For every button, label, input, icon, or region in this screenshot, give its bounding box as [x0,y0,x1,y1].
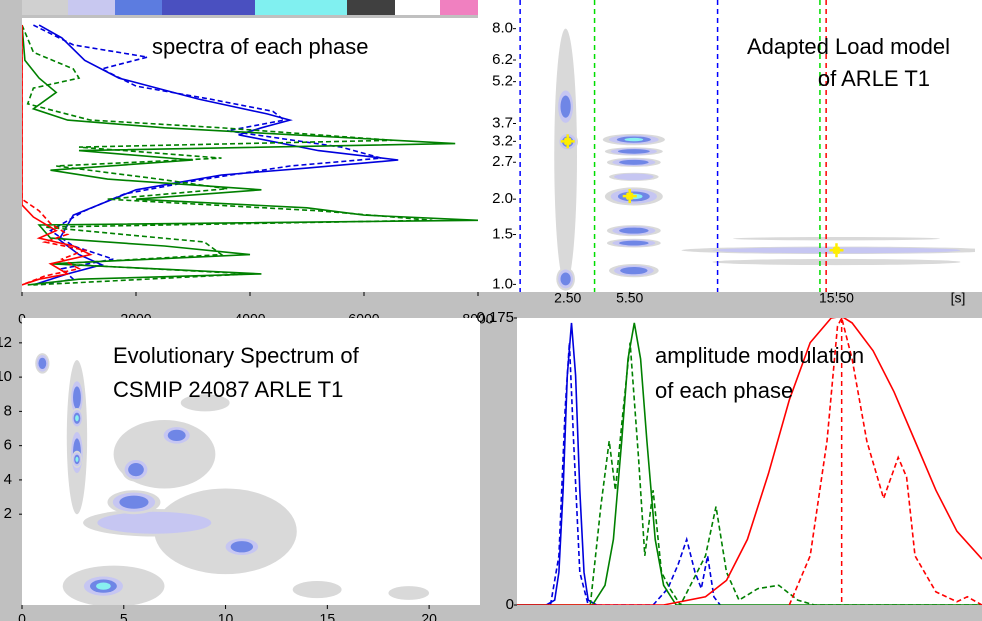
blob [75,456,79,462]
series-line [22,25,93,286]
blob [614,173,654,181]
series-line [517,318,982,605]
blob [180,394,230,412]
peak-marker [829,243,844,258]
blob [620,267,648,275]
y-tick-label: 1.0 [492,275,513,292]
y-tick-label: 3.2 [492,132,513,149]
blob [97,511,212,534]
y-tick-label: 0 [506,596,514,613]
y-tick-label: 8.0 [492,20,513,37]
x-tick-label: 5.50 [616,290,643,306]
blob [230,541,254,553]
plot-area [519,0,975,292]
y-tick-label: 1.5 [492,225,513,242]
color-swatch [255,0,347,15]
series-line [788,318,982,605]
blob [624,137,644,142]
peak-marker [622,189,637,204]
y-tick-label: 6 [4,437,12,454]
blob [154,488,297,575]
panel-bg [22,18,478,292]
chart-title: spectra of each phase [152,34,368,59]
plot-area [22,24,478,286]
y-tick-label: 3.7 [492,114,513,131]
blob [712,258,961,266]
x-tick-label: 15.50 [819,290,854,306]
x-tick-label: 2.50 [554,290,581,306]
blob [75,415,79,422]
y-tick-label: 2.7 [492,153,513,170]
blob [119,495,149,509]
color-swatch [68,0,115,15]
x-tick-label: 10 [218,611,234,621]
y-tick-label: 4 [4,471,12,488]
x-tick-label: 20 [421,611,437,621]
y-tick-label: 6.2 [492,51,513,68]
peak-marker [560,134,575,149]
color-swatch [395,0,440,15]
chart-title: amplitude modulation [655,343,864,368]
blob [167,429,186,442]
intensity-bar [22,0,478,15]
blob [38,357,47,370]
panel-bg [517,318,982,605]
blob [73,386,81,409]
series-line [22,25,478,286]
series-line [33,24,399,286]
plot-area [517,318,982,605]
color-swatch [440,0,478,15]
chart-title: of each phase [655,378,793,403]
chart-title: Evolutionary Spectrum of [113,343,360,368]
x-tick-label: 15 [320,611,336,621]
x-tick-label: 0 [18,611,26,621]
series-line [33,24,382,286]
chart-title: of ARLE T1 [818,66,930,91]
blob [560,272,571,286]
blob [292,581,342,599]
chart-title: Adapted Load model [747,34,950,59]
plot-area [35,353,430,605]
blob [617,149,650,154]
blob [388,586,430,600]
series-line [22,24,433,286]
blob [128,463,144,477]
y-tick-label: 10 [0,368,12,385]
x-axis-label: [s] [951,290,966,306]
blob [96,582,111,590]
blob [619,240,649,246]
color-swatch [22,0,68,15]
series-line [517,322,982,605]
y-tick-label: 0.175 [476,309,514,326]
y-tick-label: 2.0 [492,190,513,207]
y-tick-label: 8 [4,402,12,419]
blob [619,227,649,234]
blob [733,237,940,241]
color-swatch [347,0,395,15]
blob [560,95,571,118]
blob [554,28,577,285]
chart-title: CSMIP 24087 ARLE T1 [113,377,343,402]
y-tick-label: 5.2 [492,73,513,90]
color-swatch [162,0,255,15]
y-tick-label: 2 [4,505,12,522]
y-tick-label: 12 [0,334,12,351]
blob [619,159,649,165]
series-line [549,342,721,605]
series-line [22,25,88,286]
x-tick-label: 5 [120,611,128,621]
color-swatch [115,0,162,15]
series-line [589,342,982,605]
